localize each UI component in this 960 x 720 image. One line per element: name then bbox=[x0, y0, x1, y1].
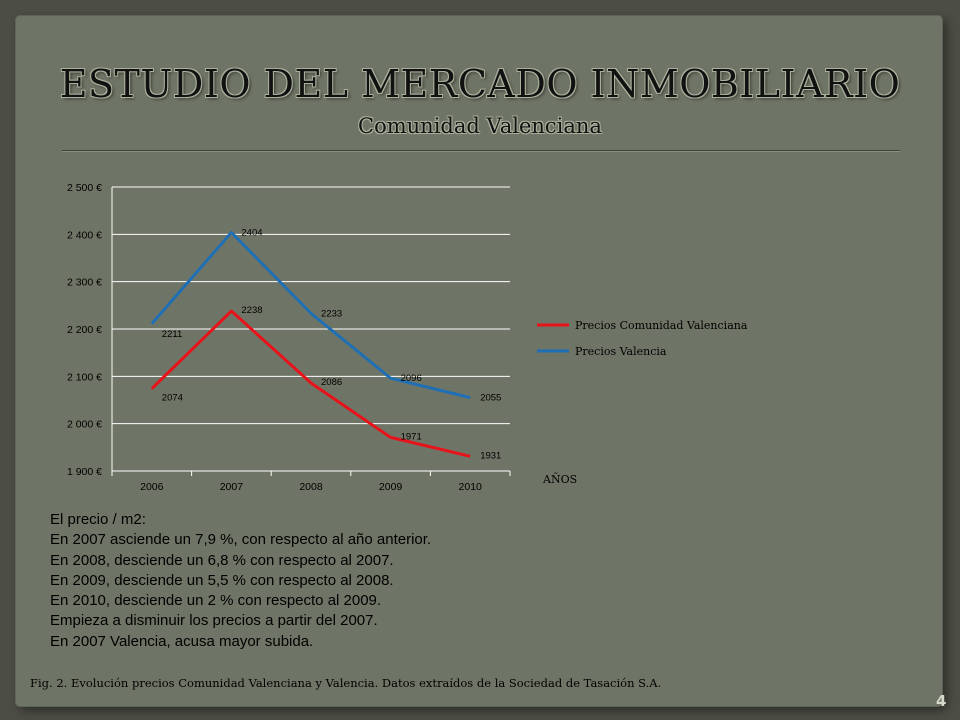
x-tick-label: 2007 bbox=[220, 481, 244, 493]
note-line: El precio / m2: bbox=[50, 511, 146, 528]
data-label: 2211 bbox=[162, 329, 182, 340]
y-tick-label: 2 400 € bbox=[67, 229, 102, 241]
data-label: 2404 bbox=[241, 227, 262, 238]
legend-label: Precios Valencia bbox=[575, 345, 667, 358]
data-label: 2074 bbox=[162, 393, 183, 404]
x-tick-label: 2006 bbox=[140, 481, 164, 493]
x-axis-title: AÑOS bbox=[543, 473, 578, 486]
price-line-chart: 1 900 € 2 000 € 2 100 € 2 200 € 2 300 € 2 400… bbox=[67, 182, 748, 493]
note-line: En 2008, desciende un 6,8 % con respecto… bbox=[50, 551, 394, 569]
series-line-1 bbox=[150, 309, 471, 458]
y-tick-label: 2 300 € bbox=[67, 277, 102, 289]
note-line: Empieza a disminuir los precios a partir… bbox=[50, 612, 378, 630]
note-line: En 2007 asciende un 7,9 %, con respecto … bbox=[50, 531, 432, 549]
note-line: En 2010, desciende un 2 % con respecto a… bbox=[50, 592, 382, 610]
data-label: 2086 bbox=[321, 377, 342, 388]
x-tick-label: 2009 bbox=[379, 481, 403, 493]
page-number: 4 bbox=[936, 692, 947, 710]
series-line-2 bbox=[150, 230, 471, 400]
y-tick-label: 2 100 € bbox=[67, 371, 102, 383]
slide-background bbox=[16, 16, 942, 706]
figure-caption: Fig. 2. Evolución precios Comunidad Vale… bbox=[30, 676, 662, 690]
notes-block: El precio / m2: En 2007 asciende un 7,9 … bbox=[50, 510, 431, 652]
note-line: En 2007 Valencia, acusa mayor subida. bbox=[50, 632, 314, 650]
note-line: En 2009, desciende un 5,5 % con respecto… bbox=[50, 571, 394, 589]
y-tick-label: 2 000 € bbox=[67, 419, 102, 431]
slide-subtitle: Comunidad Valenciana bbox=[358, 114, 602, 138]
x-tick-label: 2010 bbox=[459, 481, 483, 493]
x-tick-label: 2008 bbox=[299, 481, 323, 493]
data-label: 1931 bbox=[480, 450, 501, 461]
data-label: 2055 bbox=[480, 393, 501, 404]
y-tick-label: 2 200 € bbox=[67, 324, 102, 336]
data-label: 2238 bbox=[241, 305, 262, 316]
title-divider bbox=[62, 150, 900, 152]
slide-title: ESTUDIO DEL MERCADO INMOBILIARIO bbox=[59, 62, 901, 106]
y-tick-label: 1 900 € bbox=[67, 466, 102, 478]
data-label: 2233 bbox=[321, 308, 342, 319]
y-tick-label: 2 500 € bbox=[67, 182, 102, 194]
data-label: 2096 bbox=[401, 373, 422, 384]
legend-label: Precios Comunidad Valenciana bbox=[575, 319, 748, 332]
data-label: 1971 bbox=[401, 431, 422, 442]
